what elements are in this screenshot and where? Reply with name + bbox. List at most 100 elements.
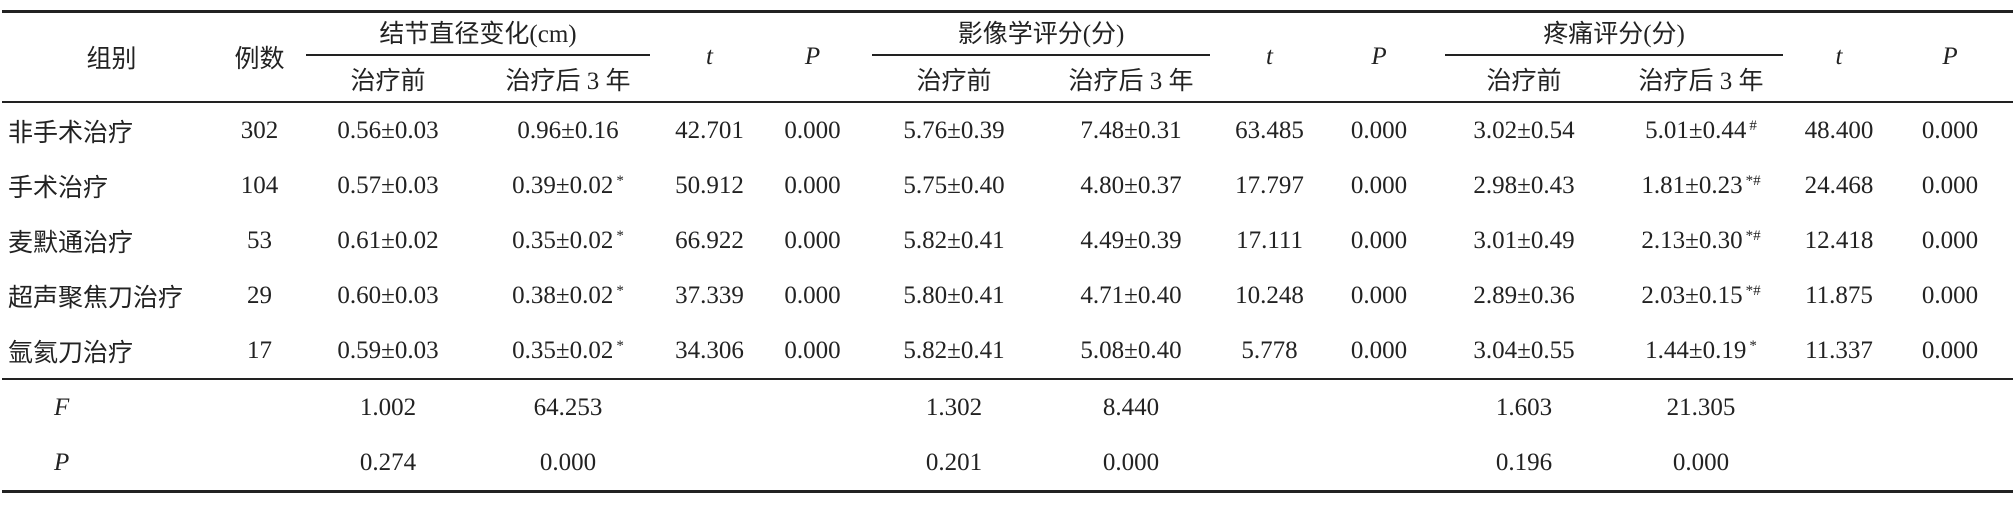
value-text: 1.44±0.19 — [1645, 336, 1747, 364]
count-cell: 104 — [240, 171, 279, 199]
significance-mark: * — [616, 172, 624, 189]
stat-header: P — [1321, 10, 1438, 103]
value-text: 5.01±0.44 — [1645, 116, 1747, 144]
subheader-cell: 治疗后 3 年 — [478, 57, 659, 103]
value-cell: 66.922 — [658, 213, 761, 268]
significance-mark: *# — [1745, 282, 1761, 299]
value-text: 0.60±0.03 — [337, 281, 439, 309]
data-row: 麦默通治疗 53 0.61±0.02 0.35±0.02 * 66.922 0.000 5.8… — [2, 213, 2013, 268]
value-text: 63.485 — [1235, 116, 1304, 144]
value-cell: 0.000 — [761, 323, 865, 380]
value-cell: 48.400 — [1791, 102, 1887, 158]
value-cell: 17.111 — [1218, 213, 1321, 268]
footer-row: F 1.002 64.253 1.302 8.440 1.603 21.305 — [2, 379, 2013, 435]
significance-mark: *# — [1745, 227, 1761, 244]
value-text: 0.000 — [784, 171, 841, 199]
group-cell: 麦默通治疗 — [8, 229, 134, 257]
footer-value: 0.000 — [478, 435, 659, 493]
value-text: 0.57±0.03 — [337, 171, 439, 199]
empty-cell — [1791, 435, 1888, 493]
data-row: 氩氦刀治疗 17 0.59±0.03 0.35±0.02 * 34.306 0.000 5.8… — [2, 323, 2014, 380]
empty-cell — [761, 379, 864, 435]
value-cell: 4.80±0.37 — [1044, 158, 1218, 213]
value-cell: 37.339 — [658, 268, 761, 323]
value-text: 0.59±0.03 — [337, 336, 439, 364]
value-text: 5.76±0.39 — [903, 116, 1005, 144]
data-row: 超声聚焦刀治疗 29 0.60±0.03 0.38±0.02 * 37.339 0.000 5… — [2, 268, 2013, 323]
value-text: 0.000 — [1921, 226, 1979, 254]
group-header-cell: 疼痛评分(分) — [1437, 10, 1792, 57]
value-cell: 4.49±0.39 — [1044, 213, 1218, 268]
value-text: 5.82±0.41 — [903, 336, 1005, 364]
value-text: 2.13±0.30 — [1641, 226, 1743, 254]
stat-header: P — [1887, 10, 2014, 103]
value-text: 11.337 — [1805, 336, 1873, 364]
header-cell: 组别 — [2, 10, 221, 103]
value-text: 0.000 — [1921, 116, 1979, 144]
value-text: 3.01±0.49 — [1473, 226, 1575, 254]
footer-value: 0.201 — [864, 435, 1045, 493]
value-text: 5.08±0.40 — [1080, 336, 1182, 364]
value-text: 0.000 — [784, 116, 841, 144]
value-text: 5.82±0.41 — [903, 226, 1005, 254]
footer-value: 8.440 — [1102, 393, 1160, 421]
value-text: 0.38±0.02 — [512, 281, 614, 309]
value-cell: 5.01±0.44 # — [1611, 102, 1791, 158]
subheader-cell: 治疗前 — [298, 57, 478, 103]
significance-mark: * — [1749, 337, 1757, 354]
value-cell: 0.000 — [1887, 102, 2013, 158]
value-cell: 3.01±0.49 — [1437, 213, 1611, 268]
group-header-cell: 影像学评分(分) — [864, 10, 1219, 57]
value-cell: 0.59±0.03 — [298, 323, 478, 380]
value-text: 0.000 — [1350, 171, 1408, 199]
value-text: 24.468 — [1804, 171, 1874, 199]
value-cell: 5.80±0.41 — [864, 268, 1044, 323]
group-cell: 手术治疗 — [8, 174, 109, 202]
value-text: 0.39±0.02 — [512, 171, 614, 199]
footer-value: 64.253 — [533, 393, 603, 421]
value-cell: 5.778 — [1218, 323, 1322, 380]
value-cell: 0.000 — [1321, 268, 1437, 323]
significance-mark: *# — [1745, 172, 1761, 189]
value-text: 17.797 — [1235, 171, 1304, 199]
value-cell: 3.04±0.55 — [1437, 323, 1612, 380]
value-cell: 4.71±0.40 — [1044, 268, 1218, 323]
subheader-cell: 治疗后 3 年 — [1044, 57, 1219, 103]
value-cell: 0.35±0.02 * — [478, 213, 658, 268]
value-text: 12.418 — [1804, 226, 1874, 254]
value-text: 2.89±0.36 — [1473, 281, 1575, 309]
value-cell: 0.000 — [761, 158, 864, 213]
value-cell: 0.35±0.02 * — [478, 323, 659, 380]
value-text: 17.111 — [1236, 226, 1303, 254]
empty-cell — [658, 435, 762, 493]
value-text: 0.000 — [1350, 281, 1408, 309]
significance-mark: # — [1749, 117, 1757, 134]
value-text: 3.02±0.54 — [1473, 116, 1575, 144]
value-text: 0.000 — [784, 281, 841, 309]
value-cell: 0.61±0.02 — [298, 213, 478, 268]
value-cell: 10.248 — [1218, 268, 1321, 323]
value-cell: 2.89±0.36 — [1437, 268, 1611, 323]
empty-cell — [1321, 379, 1437, 435]
footer-value: 1.603 — [1495, 393, 1553, 421]
footer-value: 0.000 — [1611, 435, 1792, 493]
subheader-cell: 治疗后 3 年 — [1611, 57, 1792, 103]
value-cell: 0.56±0.03 — [298, 102, 478, 158]
footer-value: 1.002 — [359, 393, 417, 421]
value-cell: 1.81±0.23 *# — [1611, 158, 1791, 213]
footer-value: 0.274 — [298, 435, 478, 493]
table-wrap: 组别 例数 结节直径变化(cm) t P 影像学评分(分) t P 疼痛评分(分) t P 治疗前 治疗… — [2, 10, 2014, 493]
value-text: 4.49±0.39 — [1080, 226, 1182, 254]
empty-cell — [1321, 435, 1438, 493]
value-text: 4.80±0.37 — [1080, 171, 1182, 199]
value-cell: 0.000 — [1321, 102, 1437, 158]
significance-mark: * — [616, 227, 624, 244]
empty-cell — [1791, 379, 1887, 435]
value-text: 5.80±0.41 — [903, 281, 1005, 309]
value-cell: 42.701 — [658, 102, 761, 158]
data-row: 手术治疗 104 0.57±0.03 0.39±0.02 * 50.912 0.000 5.7… — [2, 158, 2013, 213]
data-row: 非手术治疗 302 0.56±0.03 0.96±0.16 42.701 0.000 5.7… — [2, 102, 2013, 158]
subheader-cell: 治疗前 — [864, 57, 1045, 103]
value-text: 0.000 — [1921, 336, 1979, 364]
empty-cell — [1218, 379, 1321, 435]
